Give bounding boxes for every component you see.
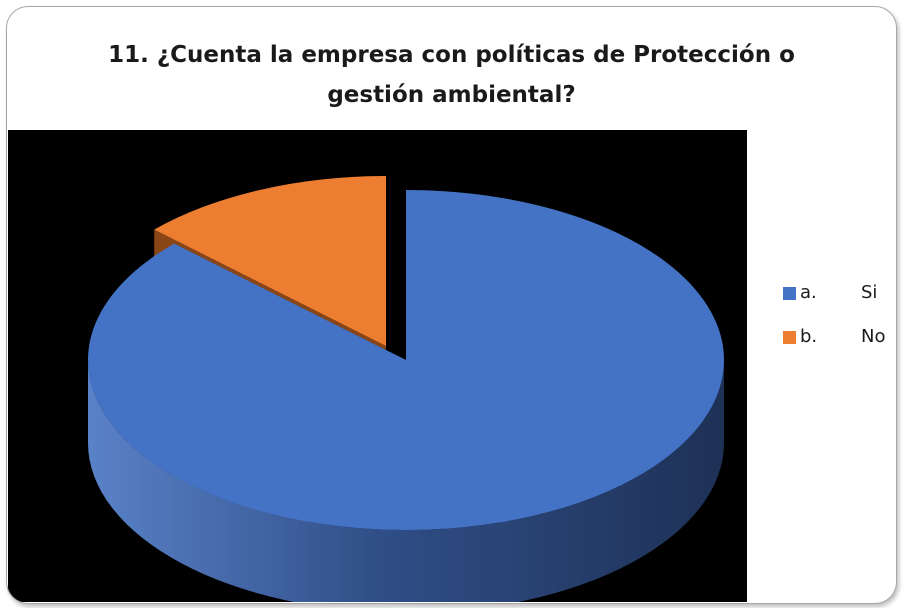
chart-title: 11. ¿Cuenta la empresa con políticas de … — [7, 35, 896, 115]
chart-title-line-1: 11. ¿Cuenta la empresa con políticas de … — [108, 42, 795, 68]
pie-slice-si — [87, 190, 724, 602]
chart-frame: 11. ¿Cuenta la empresa con políticas de … — [6, 6, 897, 604]
chart-title-line-2: gestión ambiental? — [327, 82, 576, 108]
plot-area — [8, 130, 747, 602]
legend-prefix-no: b. — [800, 326, 818, 347]
legend-label-si: Si — [861, 282, 878, 303]
pie-chart — [87, 176, 724, 602]
legend-swatch-no — [783, 331, 796, 344]
legend-swatch-si — [783, 287, 796, 300]
legend-label-no: No — [861, 326, 886, 347]
legend-prefix-si: a. — [800, 282, 817, 303]
